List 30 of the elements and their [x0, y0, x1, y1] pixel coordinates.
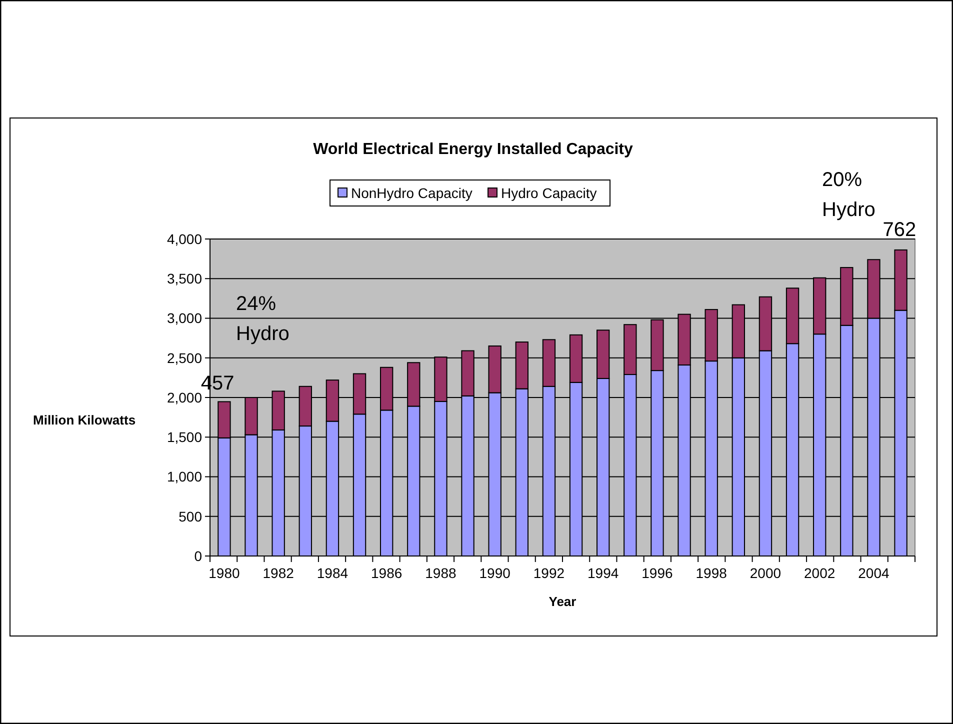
y-tick-label: 2,000: [166, 389, 202, 406]
legend-label: Hydro Capacity: [501, 185, 597, 201]
y-tick-label: 3,000: [166, 310, 202, 326]
y-tick-label: 1,500: [166, 429, 202, 446]
x-tick-label: 1988: [425, 565, 456, 581]
x-tick-label: 1982: [262, 565, 294, 581]
x-tick-label: 1990: [479, 565, 511, 581]
x-axis-title: Year: [548, 594, 576, 609]
x-tick-label: 1994: [588, 565, 619, 581]
x-tick-label: 2002: [804, 565, 836, 581]
y-tick-label: 0: [194, 548, 202, 564]
x-tick-label: 1980: [208, 565, 240, 581]
y-tick-label: 4,000: [166, 230, 202, 247]
chart-title: World Electrical Energy Installed Capacity: [313, 141, 634, 158]
legend-label: NonHydro Capacity: [351, 185, 472, 201]
x-tick-label: 1986: [371, 565, 402, 581]
text: 20% Hydro: [822, 169, 876, 221]
data-label: 762: [882, 219, 916, 241]
annotation: 24% Hydro: [236, 293, 290, 345]
y-tick-label: 500: [178, 508, 202, 524]
y-axis-title: Million Kilowatts: [33, 412, 136, 428]
y-tick-label: 3,500: [166, 270, 202, 287]
x-tick-label: 2004: [858, 565, 890, 581]
y-tick-label: 1,000: [166, 468, 202, 485]
x-tick-label: 1992: [533, 565, 565, 581]
x-tick-label: 1996: [642, 565, 673, 581]
x-tick-label: 2000: [750, 565, 782, 581]
x-tick-label: 1984: [316, 565, 348, 581]
y-tick-label: 2,500: [166, 350, 202, 366]
x-tick-label: 1998: [696, 565, 728, 581]
